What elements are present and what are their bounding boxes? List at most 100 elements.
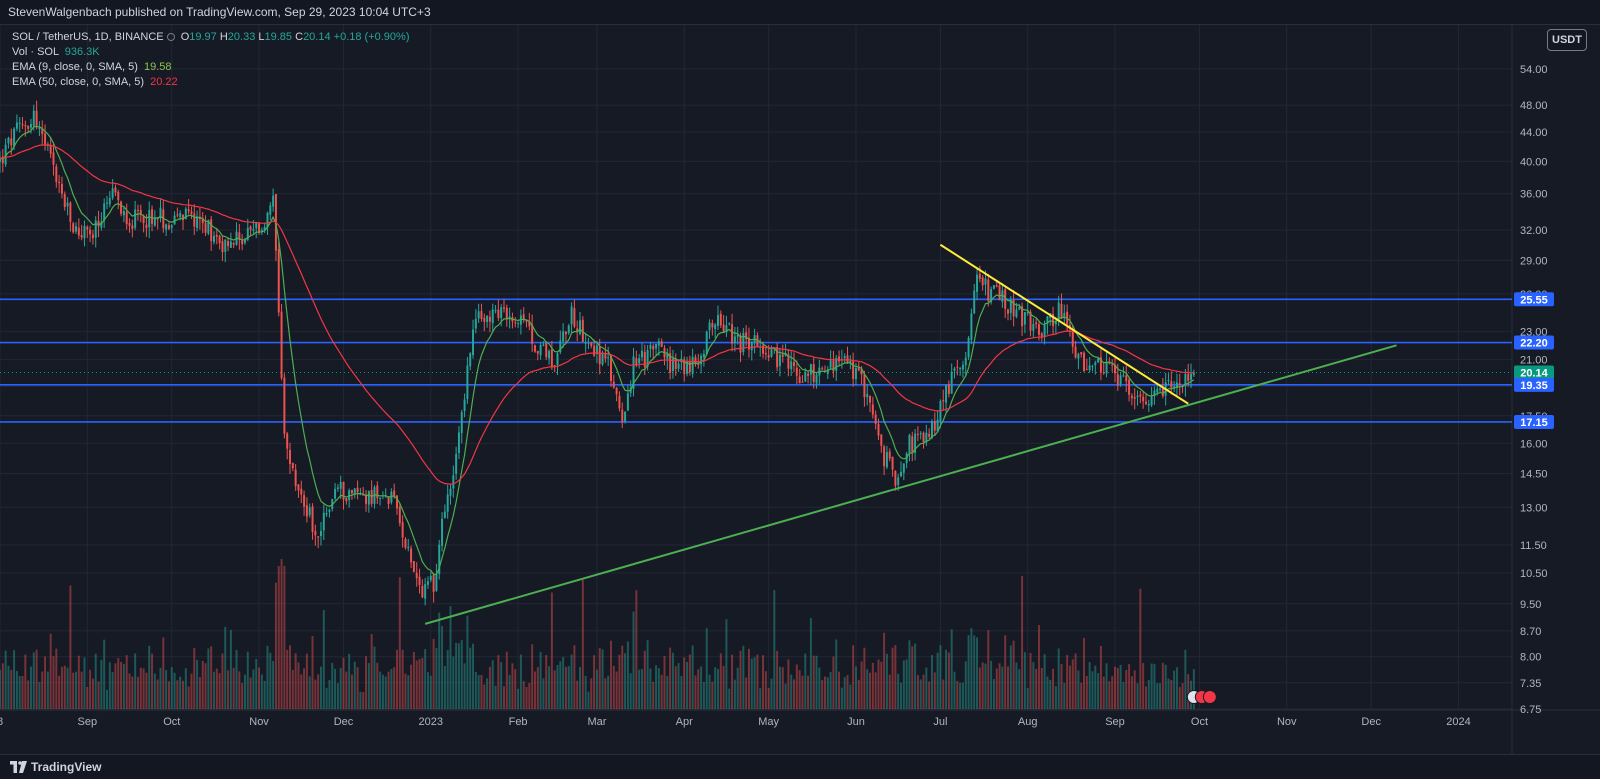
volume-bar [860, 661, 863, 709]
candle-body [1097, 358, 1100, 363]
grid [0, 25, 1600, 756]
candle-body [255, 222, 258, 229]
volume-bar [83, 657, 86, 709]
volume-bar [342, 657, 345, 709]
volume-bar [1021, 575, 1024, 709]
ema-fast-label[interactable]: EMA (9, close, 0, SMA, 5) [12, 61, 138, 73]
price-chart-svg[interactable]: 54.0048.0044.0040.0036.0032.0029.0026.00… [0, 25, 1600, 756]
legend-symbol[interactable]: SOL / TetherUS, 1D, BINANCE [12, 31, 164, 43]
candle-body [390, 491, 393, 503]
volume-bar [767, 687, 770, 709]
candle-body [134, 209, 137, 228]
volume-bar [243, 674, 246, 709]
volume-bar [390, 669, 393, 709]
tradingview-logo[interactable]: TradingView [10, 755, 101, 779]
volume-bar [629, 673, 632, 709]
volume-bar [187, 686, 190, 709]
candle-body [373, 487, 376, 504]
candle-body [410, 548, 413, 563]
volume-bar [457, 643, 460, 709]
volume-bar [1037, 625, 1040, 709]
candle-body [1060, 303, 1063, 319]
y-tick-label: 44.00 [1520, 127, 1548, 139]
x-tick-label: 2024 [1446, 716, 1470, 728]
volume-bar [303, 668, 306, 709]
volume-bar [728, 688, 731, 709]
candle-body [1032, 323, 1035, 331]
y-tick-label: 8.00 [1520, 652, 1541, 664]
volume-bar [773, 590, 776, 709]
candle-body [739, 335, 742, 353]
volume-bar [781, 667, 784, 709]
volume-bar [601, 649, 604, 709]
legend-symbol-row[interactable]: SOL / TetherUS, 1D, BINANCE O19.97 H20.3… [12, 30, 410, 45]
candle-body [396, 495, 398, 509]
volume-bar [218, 673, 221, 709]
candle-body [550, 349, 553, 367]
volume-bar [227, 670, 230, 709]
volume-bar [334, 668, 337, 709]
candle-body [325, 513, 328, 515]
candle-body [21, 124, 24, 126]
event-flag-icon[interactable] [1202, 690, 1217, 704]
candle-body [531, 324, 534, 344]
candle-body [170, 225, 173, 228]
ema-slow-label[interactable]: EMA (50, close, 0, SMA, 5) [12, 76, 145, 88]
volume-bar [680, 676, 683, 709]
volume-bar [992, 678, 995, 709]
volume-bar [432, 638, 435, 709]
volume-bar [38, 681, 41, 709]
volume-bar [562, 656, 565, 709]
volume-bar [638, 669, 641, 709]
volume-bar [795, 664, 798, 709]
legend-ema-fast-row[interactable]: EMA (9, close, 0, SMA, 5) 19.58 [12, 60, 410, 75]
candle-body [885, 452, 888, 468]
legend-volume-row[interactable]: Vol · SOL 936.3K [12, 45, 410, 60]
volume-bar [263, 680, 266, 709]
volume-bar [494, 685, 497, 709]
volume-bar [1026, 688, 1029, 709]
candle-body [643, 352, 646, 367]
candle-body [446, 494, 449, 512]
volume-bar [46, 671, 49, 709]
volume-bar [553, 670, 556, 709]
volume-bar [255, 659, 258, 709]
volume-bar [812, 655, 815, 709]
x-tick-label: Dec [334, 716, 354, 728]
volume-bar [778, 666, 781, 709]
currency-button[interactable]: USDT [1547, 29, 1587, 51]
volume-bar [424, 649, 427, 709]
candle-body [269, 205, 272, 215]
candle-body [404, 538, 407, 548]
candle-body [148, 210, 151, 228]
volume-bar [809, 618, 812, 709]
candle-body [1071, 329, 1074, 347]
volume-bar [964, 661, 967, 709]
ohlc-high-label: H [219, 31, 228, 43]
volume-bar [584, 675, 587, 709]
support-trendline [424, 344, 1397, 625]
candle-body [553, 365, 556, 367]
candle-body [750, 341, 753, 351]
volume-bar [106, 689, 108, 709]
candle-body [319, 530, 322, 536]
volume-bar [401, 649, 404, 709]
candle-body [733, 336, 736, 344]
volume-bar [1063, 682, 1066, 709]
candle-body [1190, 373, 1193, 380]
candle-body [677, 363, 680, 369]
volume-label[interactable]: Vol · SOL [12, 46, 59, 58]
candle-body [542, 344, 545, 346]
candle-body [807, 373, 810, 376]
candle-body [1077, 353, 1080, 359]
volume-bar [784, 683, 787, 709]
candle-body [745, 332, 748, 340]
price-label-text: 17.15 [1520, 417, 1548, 429]
candle-body [497, 309, 500, 318]
volume-bar [640, 669, 643, 709]
candle-body [548, 350, 551, 359]
volume-bar [567, 666, 570, 709]
legend-ema-slow-row[interactable]: EMA (50, close, 0, SMA, 5) 20.22 [12, 75, 410, 90]
candle-body [173, 215, 176, 225]
chart-pane[interactable]: 54.0048.0044.0040.0036.0032.0029.0026.00… [0, 24, 1600, 756]
